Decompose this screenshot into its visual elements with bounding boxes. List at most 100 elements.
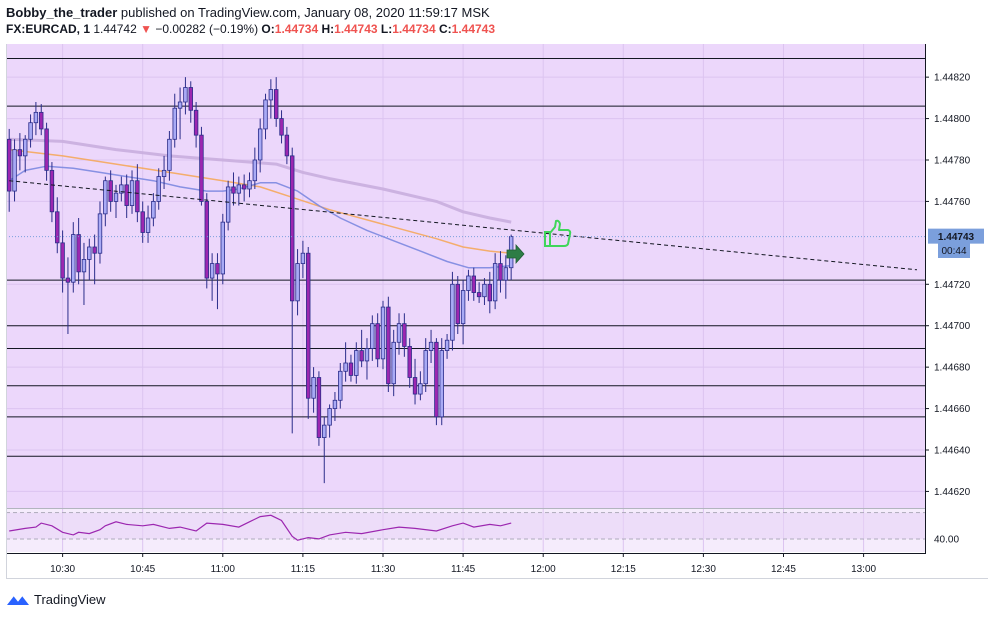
- candle: [455, 276, 460, 334]
- candle-body: [129, 180, 135, 206]
- trendline[interactable]: [9, 180, 918, 271]
- candle-body: [183, 87, 188, 103]
- candle: [460, 280, 466, 345]
- price-tick-label: 1.44780: [934, 156, 971, 167]
- candle: [423, 338, 428, 392]
- main-pane-background: [6, 44, 925, 508]
- candle-body: [311, 377, 316, 399]
- candle: [428, 329, 434, 363]
- candle-body: [161, 169, 167, 177]
- candle-body: [188, 87, 193, 111]
- price-tick-label: 1.44700: [934, 321, 971, 332]
- candle: [380, 300, 386, 370]
- candle-body: [49, 169, 55, 213]
- candle-body: [332, 399, 338, 409]
- candle: [402, 313, 407, 357]
- candle-body: [359, 350, 364, 362]
- candle-body: [492, 263, 498, 302]
- candle-body: [39, 111, 44, 130]
- candle-body: [380, 306, 386, 360]
- candle-body: [503, 267, 509, 281]
- candle-body: [295, 263, 300, 302]
- candle-body: [370, 323, 375, 349]
- candle-body: [471, 275, 476, 293]
- candle: [295, 249, 300, 316]
- candle: [471, 267, 476, 301]
- sma-mid-line: [8, 165, 512, 269]
- candle: [332, 392, 338, 421]
- candle: [204, 193, 209, 289]
- candle: [193, 102, 199, 148]
- candle: [418, 371, 423, 401]
- candle: [236, 176, 242, 206]
- candle-body: [247, 180, 252, 190]
- tradingview-footer[interactable]: TradingView: [6, 592, 106, 607]
- price-axis[interactable]: 1.44820 1.44800 1.44780 1.44760 1.44720 1.447…: [925, 73, 971, 498]
- candle-body: [268, 89, 274, 101]
- candle-body: [338, 370, 343, 401]
- candle: [370, 315, 375, 361]
- candle-body: [145, 217, 151, 233]
- chart-header-ohlc: FX:EURCAD, 1 1.44742 ▼ −0.00282 (−0.19%)…: [6, 22, 495, 36]
- candle: [55, 197, 60, 254]
- candle-body: [119, 184, 124, 194]
- candle-body: [466, 275, 471, 291]
- candle: [396, 313, 402, 355]
- candle: [252, 147, 258, 189]
- candle-body: [487, 283, 492, 302]
- time-tick-label: 13:00: [851, 564, 876, 575]
- candle-body: [177, 101, 183, 109]
- candle: [257, 118, 263, 173]
- candle-body: [44, 128, 49, 171]
- time-axis[interactable]: 10:30 10:45 11:00 11:15 11:30 11:45 12:00 12:15…: [50, 553, 877, 575]
- publisher-name[interactable]: Bobby_the_trader: [6, 5, 118, 20]
- candle: [316, 371, 322, 446]
- price-tick-label: 1.44620: [934, 487, 971, 498]
- time-tick-label: 11:30: [371, 564, 396, 575]
- candle-body: [151, 201, 156, 219]
- candle-body: [81, 259, 87, 273]
- candle-body: [273, 89, 279, 119]
- candle: [151, 193, 156, 227]
- candle-body: [241, 184, 247, 190]
- close-label: C:: [438, 22, 452, 36]
- candle: [23, 135, 28, 173]
- candle-body: [193, 109, 199, 136]
- candle-body: [279, 118, 284, 136]
- arrow-marker-icon: [506, 243, 525, 265]
- price-change: −0.00282 (−0.19%): [155, 22, 259, 36]
- candle: [119, 176, 124, 202]
- candle: [300, 240, 306, 279]
- candle: [209, 253, 215, 301]
- candle: [386, 296, 391, 392]
- candle: [241, 174, 247, 202]
- candle: [113, 184, 119, 218]
- tradingview-logo-icon: [7, 595, 29, 605]
- candle: [12, 139, 17, 202]
- candle-body: [407, 346, 412, 378]
- candle-body: [236, 184, 242, 194]
- candle: [124, 174, 129, 218]
- time-tick-label: 11:00: [211, 564, 236, 575]
- candle: [247, 172, 252, 198]
- time-tick-label: 12:00: [531, 564, 556, 575]
- price-tick-label: 1.44820: [934, 73, 971, 84]
- candle-body: [316, 377, 322, 438]
- open-value: 1.44734: [274, 22, 319, 36]
- candle-body: [460, 290, 466, 325]
- candle: [487, 271, 492, 314]
- candle-body: [60, 242, 65, 279]
- candle-body: [7, 138, 12, 192]
- candle: [391, 329, 396, 397]
- candle: [311, 367, 316, 413]
- time-tick-label: 10:45: [130, 564, 155, 575]
- change-arrow-icon: ▼: [140, 22, 152, 36]
- candle-body: [252, 159, 258, 182]
- candle: [183, 77, 188, 115]
- candle-body: [65, 277, 71, 283]
- candle: [65, 257, 71, 334]
- candle-body: [204, 201, 209, 279]
- candle-body: [434, 341, 439, 418]
- candle-body: [156, 176, 161, 202]
